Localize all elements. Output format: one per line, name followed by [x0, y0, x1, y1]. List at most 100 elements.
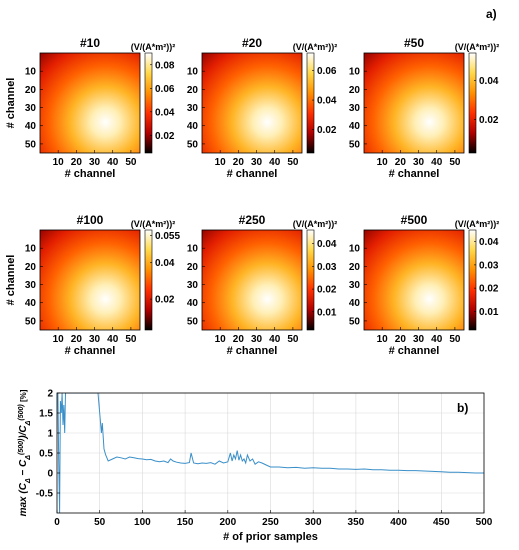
y-tick-label: 20	[349, 262, 361, 273]
colorbar-tick-label: 0.055	[155, 231, 180, 242]
y-tick-label: 50	[349, 139, 361, 150]
heatmap-frame	[39, 229, 141, 331]
y-tick-label: 40	[349, 298, 361, 309]
panel-b-label: b)	[457, 401, 468, 415]
x-tick-label: 150	[177, 517, 194, 528]
x-tick-label: 250	[262, 517, 279, 528]
x-axis-label: # channel	[389, 345, 440, 357]
heatmap-image	[40, 53, 140, 153]
colorbar-unit-label: (V/(A*m²))²	[293, 219, 338, 229]
x-axis-label: # channel	[227, 345, 278, 357]
x-tick-label: 20	[71, 334, 83, 345]
heatmap-frame	[201, 229, 303, 331]
line-chart-panel: 0 50 100 150 200 250 300 350 400 450 500 -0.5 0 0.5 1 1…	[18, 389, 493, 544]
x-tick-label: 200	[219, 517, 236, 528]
y-tick-label: 40	[25, 298, 37, 309]
y-tick-label: 30	[25, 103, 37, 114]
x-tick-label: 40	[269, 157, 281, 168]
y-tick-label: 10	[25, 67, 37, 78]
colorbar-tick-label: 0.04	[479, 76, 499, 87]
y-tick-label: 1.5	[39, 409, 53, 420]
heatmap-5: #250 10 20 30 40 50 10 20 30 40 50 # channel 0.01 0.0…	[187, 213, 337, 357]
y-label-sub: Δ	[25, 455, 32, 461]
y-tick-label: 20	[349, 85, 361, 96]
x-axis-label: # channel	[227, 168, 278, 180]
colorbar-tick-label: 0.02	[155, 295, 175, 306]
heatmap-title: #10	[80, 36, 100, 50]
colorbar	[144, 52, 153, 154]
colorbar	[144, 229, 153, 331]
colorbar-tick-label: 0.01	[479, 307, 499, 318]
colorbar-tick-label: 0.01	[317, 307, 337, 318]
x-tick-label: 10	[215, 157, 227, 168]
x-tick-label: 20	[395, 157, 407, 168]
x-tick-label: 40	[431, 334, 443, 345]
x-tick-label: 100	[134, 517, 151, 528]
y-tick-label: 40	[187, 298, 199, 309]
x-tick-label: 50	[287, 157, 299, 168]
x-tick-label: 40	[107, 157, 119, 168]
y-tick-label: 50	[349, 316, 361, 327]
heatmap-image	[202, 230, 302, 330]
heatmap-2: #20 10 20 30 40 50 10 20 30 40 50 # channel 0.02 0.04…	[187, 36, 337, 180]
y-tick-label: 40	[349, 121, 361, 132]
x-tick-label: 400	[390, 517, 407, 528]
y-tick-label: 40	[25, 121, 37, 132]
x-axis-label: # channel	[389, 168, 440, 180]
y-tick-label: 10	[187, 67, 199, 78]
heatmap-6: #500 10 20 30 40 50 10 20 30 40 50 # channel 0.01 0.0…	[349, 213, 499, 357]
colorbar	[468, 52, 477, 154]
x-tick-label: 20	[395, 334, 407, 345]
x-tick-label: 50	[94, 517, 106, 528]
x-tick-label: 10	[215, 334, 227, 345]
x-tick-label: 10	[53, 334, 65, 345]
y-label-sup: (500)	[18, 404, 25, 421]
colorbar-tick-label: 0.04	[155, 258, 175, 269]
heatmap-3: #50 10 20 30 40 50 10 20 30 40 50 # channel 0.02 0.04…	[349, 36, 499, 180]
colorbar-tick-label: 0.03	[479, 260, 499, 271]
x-tick-label: 10	[377, 157, 389, 168]
y-axis-label: # channel	[5, 78, 17, 129]
heatmap-image	[202, 53, 302, 153]
x-axis-label: # channel	[65, 168, 116, 180]
colorbar-tick-label: 0.06	[155, 84, 175, 95]
series-line	[57, 393, 484, 513]
heatmap-1: #10 10 20 30 40 50 10 20 30 40 50 # channel # channe…	[5, 36, 175, 180]
colorbar-unit-label: (V/(A*m²))²	[131, 42, 176, 52]
y-axis-label: # channel	[5, 255, 17, 306]
colorbar-unit-label: (V/(A*m²))²	[455, 42, 500, 52]
colorbar-tick-label: 0.02	[317, 285, 337, 296]
y-tick-label: 1	[47, 429, 53, 440]
colorbar-tick-label: 0.04	[155, 107, 175, 118]
x-tick-label: 20	[233, 157, 245, 168]
heatmap-title: #500	[401, 213, 428, 227]
heatmap-frame	[39, 52, 141, 154]
y-tick-label: 50	[187, 139, 199, 150]
heatmap-frame	[363, 52, 465, 154]
colorbar-tick-label: 0.02	[479, 115, 499, 126]
y-tick-label: -0.5	[36, 489, 54, 500]
x-tick-label: 10	[53, 157, 65, 168]
x-tick-label: 0	[54, 517, 60, 528]
y-tick-label: 20	[187, 262, 199, 273]
y-tick-label: 50	[187, 316, 199, 327]
y-label-part: )/C	[18, 425, 29, 440]
y-tick-label: 50	[25, 316, 37, 327]
heatmap-4: #100 10 20 30 40 50 10 20 30 40 50 # channel # chann…	[5, 213, 180, 357]
y-tick-label: 20	[25, 262, 37, 273]
y-label-part: − C	[18, 459, 29, 478]
heatmap-frame	[201, 52, 303, 154]
y-tick-label: 30	[349, 280, 361, 291]
x-tick-label: 30	[89, 334, 101, 345]
heatmap-title: #100	[77, 213, 104, 227]
x-tick-label: 50	[287, 334, 299, 345]
heatmap-title: #20	[242, 36, 262, 50]
x-tick-label: 50	[449, 157, 461, 168]
heatmap-image	[364, 53, 464, 153]
y-label-sub: Δ	[25, 420, 32, 426]
x-tick-label: 50	[125, 157, 137, 168]
x-tick-label: 30	[413, 334, 425, 345]
x-tick-label: 20	[71, 157, 83, 168]
x-tick-label: 450	[433, 517, 450, 528]
